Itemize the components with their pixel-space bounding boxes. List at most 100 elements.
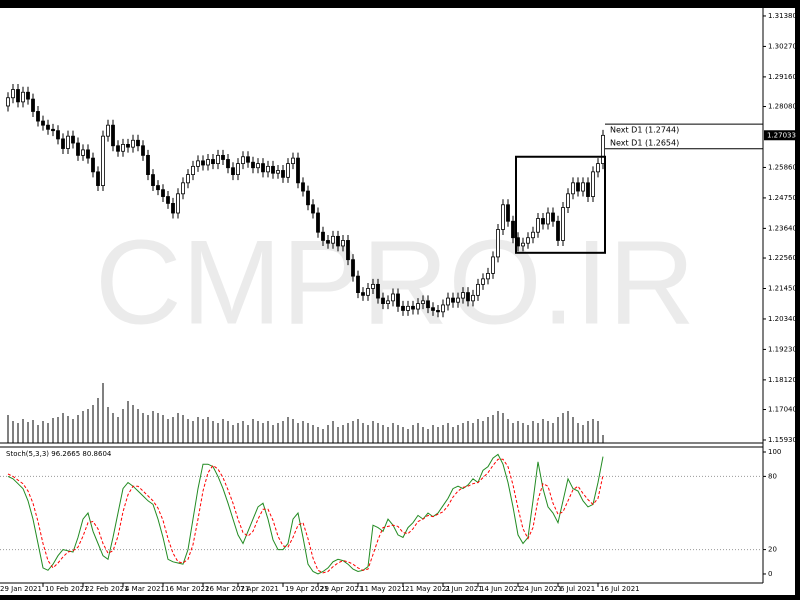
y-tick-label: 20 [768,546,777,554]
candle-body [376,283,380,299]
candle-body [336,235,340,247]
candle-body [426,300,430,309]
candle-body [6,97,10,107]
candle-body [591,171,595,197]
y-tick-label: 1.30270 [768,42,797,50]
candle-body [176,193,180,214]
candle-body [46,124,50,130]
candle-body [41,120,45,126]
candle-body [26,91,30,100]
candle-body [576,182,580,192]
x-tick-label: 7 Apr 2021 [240,585,279,593]
y-tick-label: 1.29160 [768,73,797,81]
candle-body [96,171,100,186]
x-tick-label: 16 Mar 2021 [165,585,209,593]
candle-body [251,161,255,169]
candle-body [351,259,355,277]
candle-body [146,154,150,175]
candle-body [566,193,570,208]
candle-body [596,163,600,173]
candle-body [241,156,245,165]
y-tick-label: 1.15930 [768,436,797,444]
candle-body [261,163,265,173]
candle-body [481,278,485,285]
candle-body [161,189,165,197]
candle-body [231,167,235,175]
y-tick-label: 80 [768,472,777,480]
x-tick-label: 22 Feb 2021 [85,585,129,593]
candle-body [296,157,300,184]
candle-body [201,160,205,166]
candle-body [106,124,110,137]
candle-body [126,144,130,148]
candle-body [486,272,490,280]
candle-body [331,235,335,244]
candle-body [301,182,305,192]
candle-body [451,297,455,303]
candle-body [556,220,560,241]
candle-body [211,159,215,165]
candle-body [401,305,405,311]
candle-body [186,174,190,184]
candle-body [256,163,260,169]
candle-body [531,231,535,239]
candle-body [276,170,280,174]
candle-body [431,307,435,311]
level-label: Next D1 (1.2654) [610,138,679,147]
candle-body [16,89,20,103]
candle-body [511,220,515,239]
y-tick-label: 1.23640 [768,224,797,232]
candle-body [456,297,460,303]
candle-body [156,185,160,191]
candle-body [236,163,240,175]
candle-body [31,98,35,112]
candle-body [476,283,480,296]
candle-body [11,89,15,99]
level-label: Next D1 (1.2744) [610,126,679,135]
candle-body [421,300,425,304]
watermark: CMPRO.IR [95,216,695,350]
price-marker [764,130,795,141]
candle-body [291,157,295,165]
candle-body [341,240,345,247]
candle-body [86,149,90,159]
candle-body [521,242,525,247]
candle-body [536,218,540,233]
candle-body [441,304,445,313]
x-tick-label: 21 May 2021 [405,585,451,593]
candle-body [411,305,415,310]
candle-body [66,135,70,149]
candle-body [371,283,375,289]
candle-body [266,165,270,173]
candle-body [226,159,230,169]
candle-body [561,207,565,241]
candle-body [71,135,75,144]
y-tick-label: 1.28080 [768,103,797,111]
candle-body [316,212,320,233]
y-tick-label: 1.17040 [768,406,797,414]
candle-body [271,165,275,174]
candle-body [166,196,170,204]
candle-body [36,111,40,122]
candle-body [281,170,285,178]
candle-body [181,182,185,195]
price-marker-label: 1.27033 [767,131,796,139]
candle-body [586,182,590,197]
candle-body [76,142,80,156]
candle-body [246,156,250,163]
candle-body [461,292,465,299]
candle-body [581,182,585,192]
candle-body [466,292,470,302]
candle-body [416,303,420,310]
x-tick-label: 11 May 2021 [360,585,406,593]
x-tick-label: 24 Jun 2021 [520,585,562,593]
candle-body [541,218,545,225]
candle-body [91,157,95,173]
candle-body [551,212,555,222]
x-tick-label: 19 Apr 2021 [285,585,328,593]
candle-body [56,130,60,140]
candle-body [571,182,575,195]
x-tick-label: 6 Jul 2021 [560,585,595,593]
candle-body [406,305,410,311]
candle-body [321,231,325,241]
